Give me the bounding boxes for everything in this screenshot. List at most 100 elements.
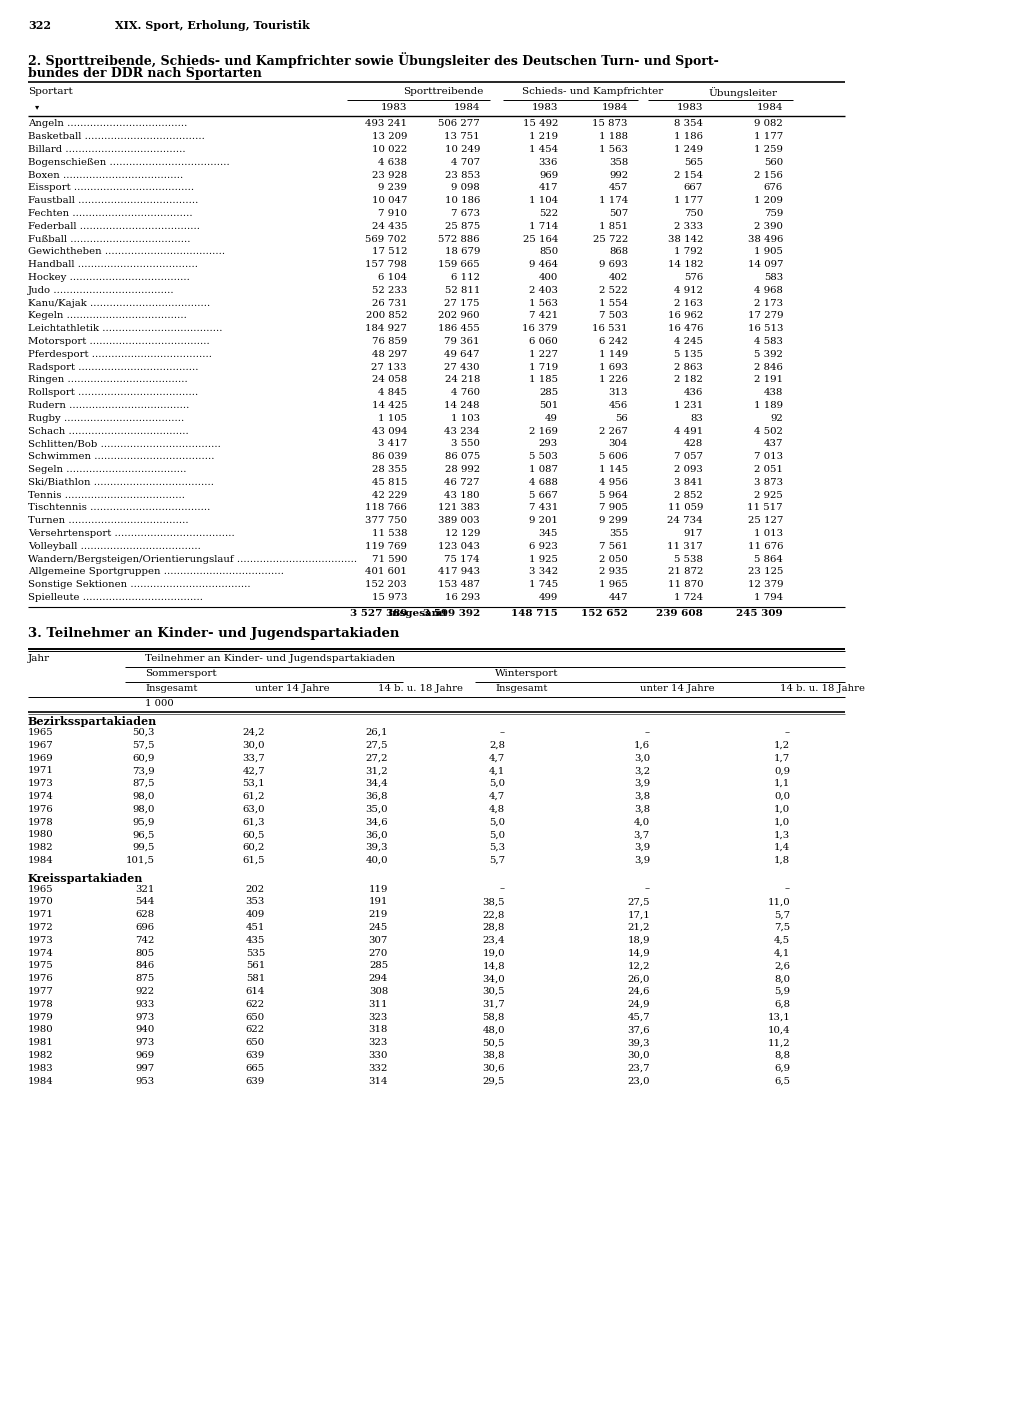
Text: 1 231: 1 231 (674, 401, 703, 410)
Text: 1,6: 1,6 (634, 741, 650, 749)
Text: ▾: ▾ (35, 102, 39, 111)
Text: Ski/Biathlon .....................................: Ski/Biathlon ...........................… (28, 478, 214, 486)
Text: 330: 330 (369, 1051, 388, 1059)
Text: 45 815: 45 815 (372, 478, 407, 486)
Text: 202: 202 (246, 884, 265, 893)
Text: 5,7: 5,7 (488, 856, 505, 865)
Text: 10 022: 10 022 (372, 145, 407, 154)
Text: 52 811: 52 811 (444, 286, 480, 294)
Text: 92: 92 (770, 414, 783, 422)
Text: 16 962: 16 962 (668, 311, 703, 320)
Text: 7 905: 7 905 (599, 503, 628, 512)
Text: 4,0: 4,0 (634, 818, 650, 826)
Text: 1 013: 1 013 (754, 529, 783, 538)
Text: Leichtathletik .....................................: Leichtathletik .........................… (28, 324, 222, 333)
Text: 36,0: 36,0 (366, 830, 388, 839)
Text: 8,0: 8,0 (774, 974, 790, 983)
Text: 101,5: 101,5 (126, 856, 155, 865)
Text: 868: 868 (609, 247, 628, 256)
Text: 1 104: 1 104 (528, 196, 558, 205)
Text: 2 846: 2 846 (754, 363, 783, 371)
Text: 750: 750 (684, 209, 703, 218)
Text: 2 051: 2 051 (754, 465, 783, 474)
Text: 37,6: 37,6 (628, 1025, 650, 1034)
Text: 0,0: 0,0 (774, 792, 790, 801)
Text: 28 355: 28 355 (372, 465, 407, 474)
Text: 3 417: 3 417 (378, 439, 407, 448)
Text: Teilnehmer an Kinder- und Jugendspartakiaden: Teilnehmer an Kinder- und Jugendspartaki… (145, 654, 395, 663)
Text: Rollsport .....................................: Rollsport ..............................… (28, 388, 199, 397)
Text: 5 538: 5 538 (674, 555, 703, 563)
Text: 4 245: 4 245 (674, 337, 703, 346)
Text: 3 342: 3 342 (528, 567, 558, 576)
Text: 8,8: 8,8 (774, 1051, 790, 1059)
Text: 30,5: 30,5 (482, 987, 505, 995)
Text: XIX. Sport, Erholung, Touristik: XIX. Sport, Erholung, Touristik (115, 20, 309, 31)
Text: 1974: 1974 (28, 948, 54, 957)
Text: 48 297: 48 297 (372, 350, 407, 358)
Text: 13 751: 13 751 (444, 132, 480, 141)
Text: 7 431: 7 431 (528, 503, 558, 512)
Text: 409: 409 (246, 910, 265, 919)
Text: 13,1: 13,1 (767, 1012, 790, 1021)
Text: 5 667: 5 667 (529, 491, 558, 499)
Text: 314: 314 (369, 1076, 388, 1086)
Text: 2 925: 2 925 (755, 491, 783, 499)
Text: 1,2: 1,2 (774, 741, 790, 749)
Text: 73,9: 73,9 (132, 766, 155, 775)
Text: Wandern/Bergsteigen/Orientierungslauf .....................................: Wandern/Bergsteigen/Orientierungslauf ..… (28, 555, 357, 563)
Text: 377 750: 377 750 (365, 516, 407, 525)
Text: 11 676: 11 676 (748, 542, 783, 550)
Text: 39,3: 39,3 (366, 843, 388, 852)
Text: Pferdesport .....................................: Pferdesport ............................… (28, 350, 212, 358)
Text: Schieds- und Kampfrichter: Schieds- und Kampfrichter (522, 87, 664, 97)
Text: 61,2: 61,2 (243, 792, 265, 801)
Text: 323: 323 (369, 1012, 388, 1021)
Text: 50,3: 50,3 (132, 728, 155, 737)
Text: Eissport .....................................: Eissport ...............................… (28, 183, 195, 192)
Text: 639: 639 (246, 1051, 265, 1059)
Text: 2,8: 2,8 (489, 741, 505, 749)
Text: 4,7: 4,7 (488, 792, 505, 801)
Text: 63,0: 63,0 (243, 805, 265, 813)
Text: 1 103: 1 103 (451, 414, 480, 422)
Text: 11,2: 11,2 (767, 1038, 790, 1047)
Text: 285: 285 (369, 961, 388, 970)
Text: Spielleute .....................................: Spielleute .............................… (28, 593, 203, 602)
Text: 10 186: 10 186 (444, 196, 480, 205)
Text: 969: 969 (539, 171, 558, 179)
Text: 16 531: 16 531 (593, 324, 628, 333)
Text: 345: 345 (539, 529, 558, 538)
Text: 17 512: 17 512 (372, 247, 407, 256)
Text: 43 180: 43 180 (444, 491, 480, 499)
Text: 13 209: 13 209 (372, 132, 407, 141)
Text: 21 872: 21 872 (668, 567, 703, 576)
Text: 15 492: 15 492 (522, 119, 558, 128)
Text: 1984: 1984 (454, 102, 480, 112)
Text: 1 851: 1 851 (599, 222, 628, 230)
Text: 2 163: 2 163 (674, 299, 703, 307)
Text: 1 189: 1 189 (754, 401, 783, 410)
Text: 1978: 1978 (28, 818, 53, 826)
Text: 16 293: 16 293 (444, 593, 480, 602)
Text: 42,7: 42,7 (243, 766, 265, 775)
Text: Gewichtheben .....................................: Gewichtheben ...........................… (28, 247, 225, 256)
Text: 9 239: 9 239 (378, 183, 407, 192)
Text: 417 943: 417 943 (438, 567, 480, 576)
Text: 239 608: 239 608 (656, 609, 703, 619)
Text: 7 561: 7 561 (599, 542, 628, 550)
Text: 19,0: 19,0 (482, 948, 505, 957)
Text: 2 390: 2 390 (754, 222, 783, 230)
Text: 34,6: 34,6 (366, 818, 388, 826)
Text: 31,2: 31,2 (366, 766, 388, 775)
Text: 3 550: 3 550 (452, 439, 480, 448)
Text: unter 14 Jahre: unter 14 Jahre (640, 684, 715, 693)
Text: 30,6: 30,6 (482, 1064, 505, 1074)
Text: 4 502: 4 502 (754, 427, 783, 435)
Text: 9 693: 9 693 (599, 260, 628, 269)
Text: Handball .....................................: Handball ...............................… (28, 260, 198, 269)
Text: 10 047: 10 047 (372, 196, 407, 205)
Text: 7,5: 7,5 (774, 923, 790, 931)
Text: 1 227: 1 227 (529, 350, 558, 358)
Text: 293: 293 (539, 439, 558, 448)
